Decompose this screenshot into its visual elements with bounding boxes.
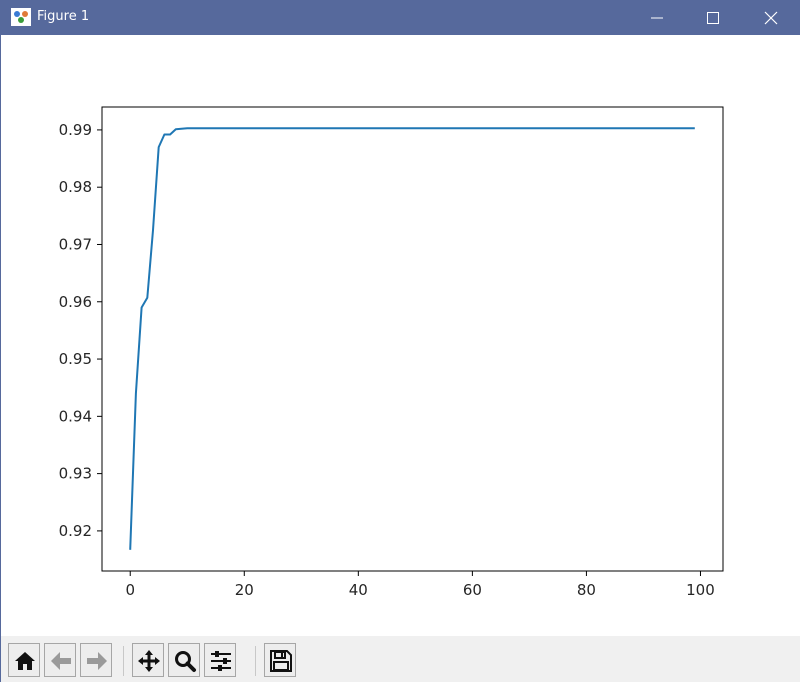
y-tick-label: 0.96 (59, 293, 92, 311)
matplotlib-app-icon (11, 8, 31, 26)
x-tick-label: 0 (125, 581, 135, 599)
minimize-button[interactable] (629, 0, 685, 35)
x-axis: 0 20 40 60 80 100 (125, 571, 715, 599)
line-chart: 0.92 0.93 0.94 0.95 0.96 0.97 0.98 0.99 0 20 40 60… (59, 106, 724, 599)
y-axis: 0.92 0.93 0.94 0.95 0.96 0.97 0.98 0.99 (59, 121, 102, 540)
forward-arrow-icon (87, 652, 107, 670)
back-button[interactable] (44, 643, 76, 677)
save-button[interactable] (264, 643, 296, 677)
x-tick-label: 20 (235, 581, 254, 599)
y-tick-label: 0.93 (59, 465, 92, 483)
home-icon (15, 652, 35, 670)
configure-subplots-button[interactable] (204, 643, 236, 677)
home-button[interactable] (8, 643, 40, 677)
toolbar-separator (123, 646, 124, 676)
maximize-button[interactable] (685, 0, 741, 35)
x-tick-label: 60 (463, 581, 482, 599)
series-group (129, 127, 695, 550)
y-tick-label: 0.94 (59, 407, 92, 425)
pan-button[interactable] (132, 643, 164, 677)
series-line (129, 127, 695, 550)
title-bar[interactable]: Figure 1 (1, 0, 800, 35)
toolbar-separator (255, 646, 256, 676)
x-tick-label: 40 (349, 581, 368, 599)
configure-subplots-icon (211, 651, 231, 671)
y-tick-label: 0.92 (59, 522, 92, 540)
pan-icon (138, 650, 160, 672)
zoom-icon (175, 651, 196, 672)
axes-frame (101, 106, 724, 572)
zoom-button[interactable] (168, 643, 200, 677)
y-tick-label: 0.99 (59, 121, 92, 139)
x-tick-label: 80 (577, 581, 596, 599)
close-button[interactable] (743, 0, 799, 35)
y-tick-label: 0.98 (59, 178, 92, 196)
y-tick-label: 0.97 (59, 235, 92, 253)
save-icon (270, 650, 292, 672)
back-arrow-icon (51, 652, 71, 670)
x-tick-label: 100 (686, 581, 715, 599)
window-title: Figure 1 (37, 9, 90, 24)
figure-canvas[interactable]: 0.92 0.93 0.94 0.95 0.96 0.97 0.98 0.99 0 20 40 60… (1, 35, 800, 636)
y-tick-label: 0.95 (59, 350, 92, 368)
close-icon (764, 11, 778, 25)
maximize-icon (707, 12, 719, 24)
forward-button[interactable] (80, 643, 112, 677)
minimize-icon (651, 17, 663, 19)
navigation-toolbar (1, 636, 800, 682)
